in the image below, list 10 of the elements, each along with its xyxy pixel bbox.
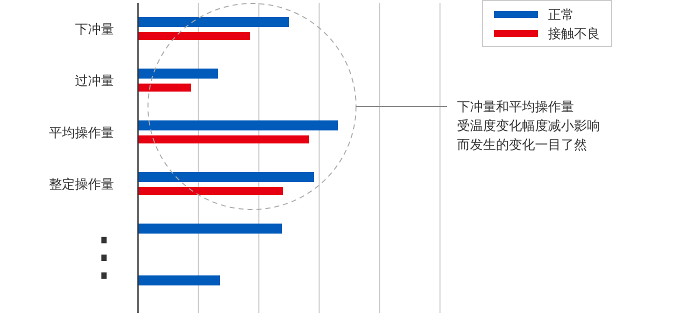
text: 下冲量和平均操作量 (457, 99, 575, 117)
y-tick-label: 过冲量 (75, 74, 114, 90)
text: ⋮ (78, 226, 130, 289)
legend-label: 正常 (548, 6, 574, 24)
y-tick-label: 下冲量 (75, 22, 114, 38)
text: 受温度变化幅度减小影响 (457, 118, 600, 136)
text: 而发生的变化一目了然 (457, 137, 588, 155)
legend-label: 接触不良 (548, 26, 600, 42)
y-tick-label: 整定操作量 (49, 177, 114, 192)
y-tick-label: 平均操作量 (49, 126, 114, 141)
